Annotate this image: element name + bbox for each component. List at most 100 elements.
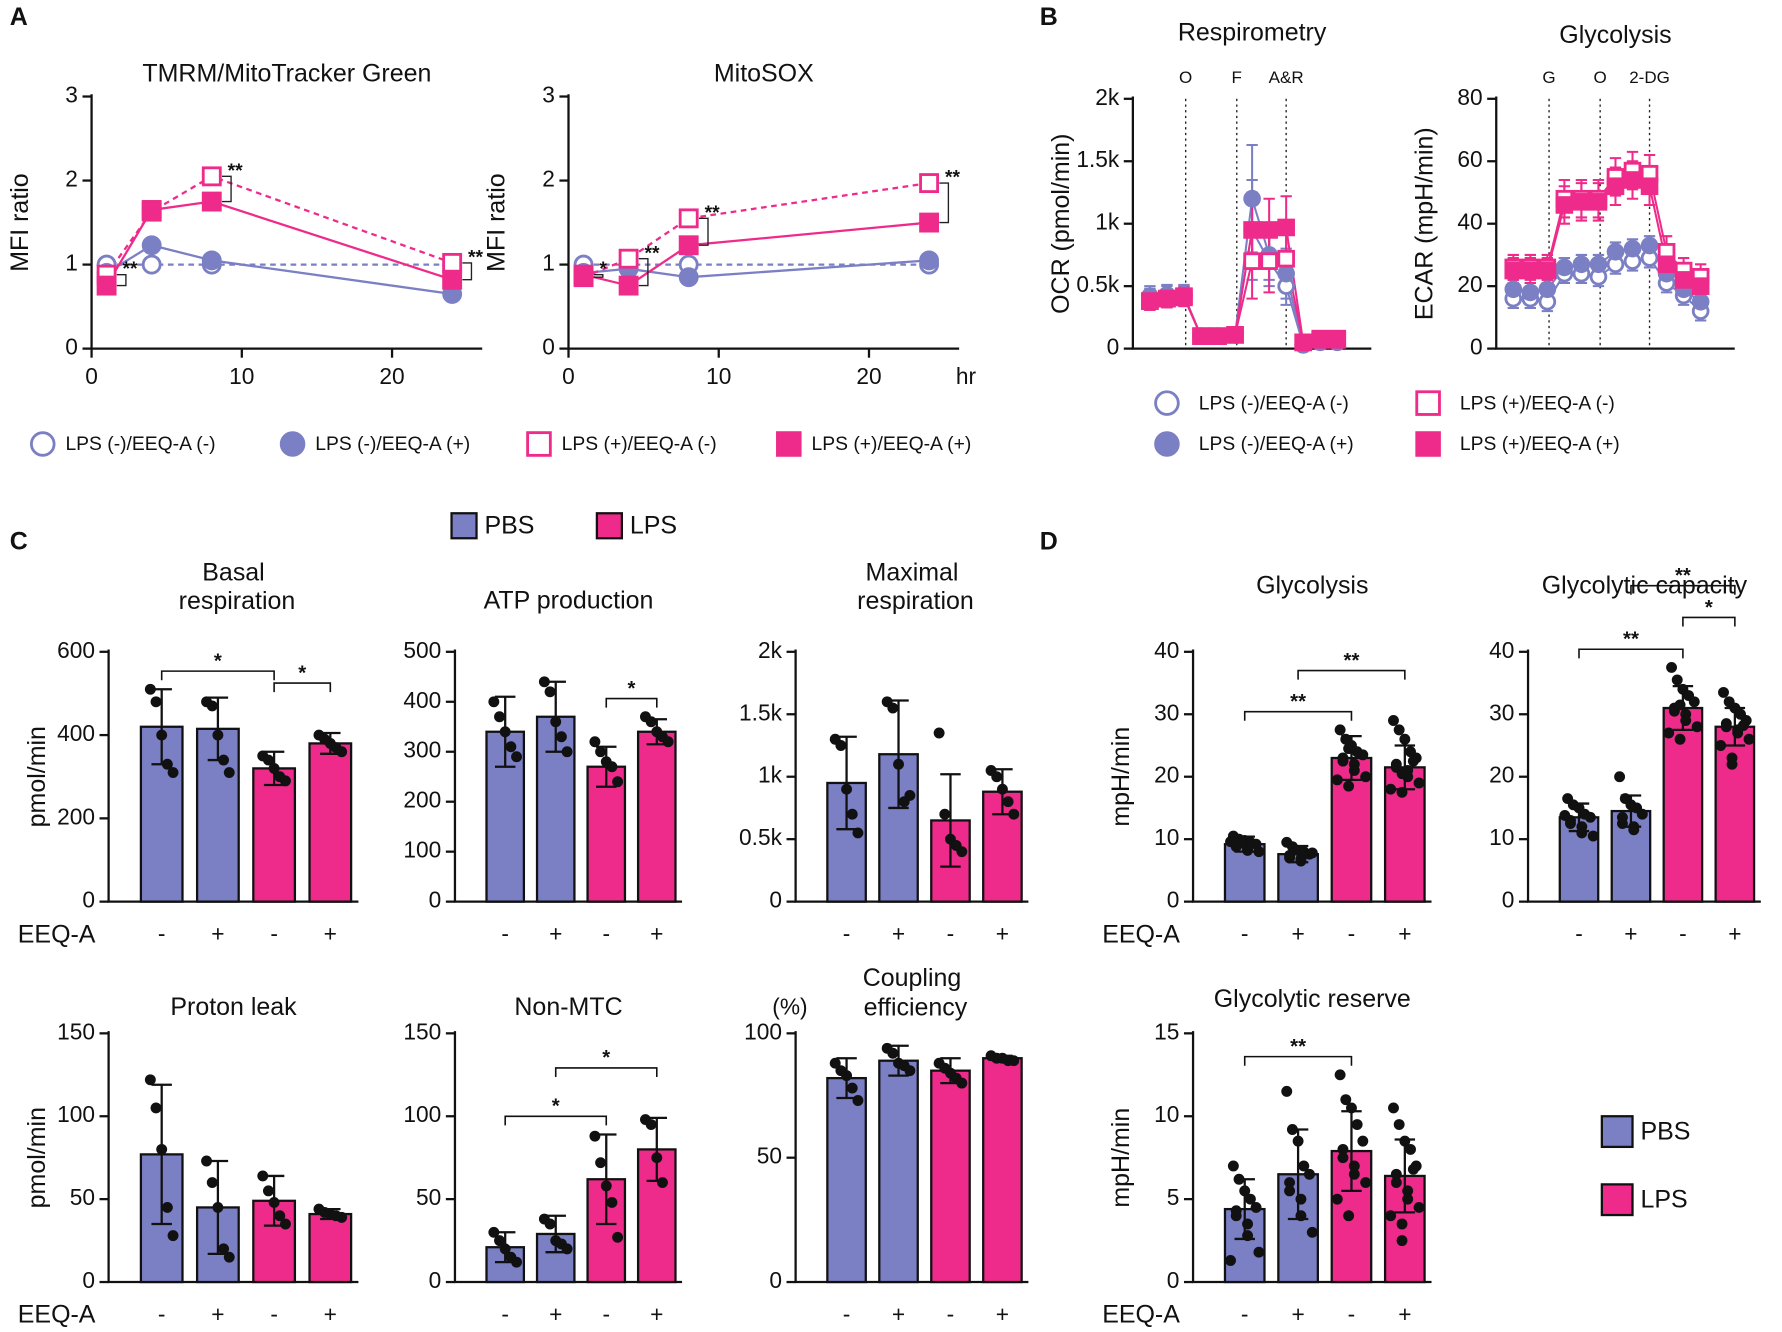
legend-swatch — [595, 512, 624, 540]
marker — [526, 431, 552, 457]
data-point — [511, 751, 523, 763]
data-point — [939, 808, 951, 820]
series-line — [583, 181, 930, 279]
phase-label: G — [1542, 68, 1555, 87]
y-tick-label: 15 — [1154, 1018, 1179, 1044]
error-bar — [888, 699, 909, 810]
x-axis-label: EEQ-A — [1102, 1301, 1180, 1329]
marker — [1328, 329, 1347, 348]
significance-bracket — [605, 697, 658, 708]
y-tick-label: 150 — [403, 1018, 441, 1044]
y-tick-label: 1k — [1095, 209, 1120, 235]
data-point — [1726, 758, 1738, 770]
marker — [1192, 327, 1210, 345]
legend-swatch — [1600, 1115, 1634, 1149]
y-tick-label: 100 — [57, 1101, 95, 1127]
data-point — [336, 1211, 348, 1223]
significance-label: ** — [1675, 565, 1691, 587]
x-axis-label: EEQ-A — [1102, 920, 1180, 948]
significance-bracket — [462, 262, 473, 281]
error-bar — [545, 1214, 566, 1254]
significance-label: * — [1705, 597, 1713, 619]
x-tick-label: - — [270, 1301, 278, 1327]
bar — [1714, 725, 1756, 903]
data-point — [1413, 1201, 1425, 1213]
x-tick-label: - — [602, 1301, 610, 1327]
phase-label: A&R — [1269, 68, 1304, 87]
data-point — [1298, 1160, 1310, 1172]
y-tick-label: 0 — [82, 1267, 95, 1293]
data-point — [280, 775, 291, 787]
y-tick-label: 50 — [416, 1184, 441, 1210]
error-bar — [596, 745, 617, 788]
data-point — [835, 740, 847, 751]
significance-bracket — [273, 682, 332, 693]
y-tick-label: 1 — [542, 250, 555, 276]
error-bar — [1341, 734, 1362, 781]
x-tick-label: - — [1241, 1301, 1249, 1327]
data-point — [494, 1235, 505, 1247]
x-tick-label: - — [947, 1301, 955, 1327]
data-point — [887, 702, 899, 714]
data-point — [144, 683, 156, 695]
significance-bracket — [638, 258, 649, 287]
significance-bracket — [221, 175, 232, 203]
x-tick-label: + — [1728, 921, 1741, 947]
data-point — [218, 1243, 230, 1255]
legend-label: LPS (-)/EEQ-A (+) — [315, 434, 470, 455]
data-point — [1227, 1160, 1239, 1172]
marker — [1589, 255, 1608, 274]
series-line — [583, 259, 930, 279]
data-point — [1225, 1255, 1236, 1266]
data-point — [1337, 1152, 1349, 1164]
error-bar — [1287, 844, 1309, 864]
data-point — [1666, 661, 1677, 673]
marker — [618, 275, 639, 296]
y-tick-label: 1 — [65, 250, 78, 276]
data-point — [223, 767, 235, 779]
data-point — [1584, 811, 1596, 823]
y-tick-label: 100 — [403, 837, 441, 863]
data-point — [1405, 1143, 1416, 1155]
x-tick-label: + — [1398, 1301, 1411, 1327]
x-tick-label: - — [158, 921, 166, 947]
x-tick-label: - — [158, 1301, 166, 1327]
marker — [1260, 252, 1278, 270]
legend-label: LPS — [1640, 1185, 1687, 1213]
data-point — [544, 1218, 556, 1230]
x-tick-label: - — [1348, 1301, 1356, 1327]
y-axis-label: pmol/min — [23, 1107, 51, 1208]
data-point — [1388, 1102, 1399, 1114]
data-point — [1743, 733, 1755, 745]
data-point — [1663, 727, 1675, 739]
y-tick-label: 1.5k — [1076, 146, 1120, 172]
data-point — [1390, 1168, 1402, 1180]
x-tick-label: + — [1624, 921, 1637, 947]
x-tick-label: - — [501, 921, 509, 947]
bar — [308, 742, 353, 903]
y-tick-label: 20 — [1457, 271, 1482, 297]
data-point — [1306, 847, 1318, 859]
data-point — [1674, 733, 1686, 745]
legend-label: LPS (+)/EEQ-A (+) — [1460, 434, 1620, 455]
data-point — [612, 776, 624, 788]
y-tick-label: 0 — [1502, 887, 1515, 913]
bar — [636, 730, 677, 903]
data-point — [887, 1047, 899, 1059]
error-bar — [836, 735, 857, 831]
significance-bracket — [1630, 584, 1736, 595]
phase-label: O — [1179, 68, 1192, 87]
data-point — [206, 700, 218, 712]
error-bar — [151, 688, 172, 766]
marker — [678, 208, 699, 229]
error-bar — [545, 680, 566, 753]
marker — [279, 431, 306, 457]
y-tick-label: 0 — [429, 1267, 442, 1293]
marker — [141, 200, 162, 220]
data-point — [1357, 749, 1369, 761]
significance-label: ** — [1290, 691, 1306, 713]
y-tick-label: 2k — [1095, 84, 1120, 110]
y-tick-label: 3 — [65, 82, 78, 108]
data-point — [846, 1082, 858, 1094]
y-tick-label: 1k — [758, 762, 783, 788]
